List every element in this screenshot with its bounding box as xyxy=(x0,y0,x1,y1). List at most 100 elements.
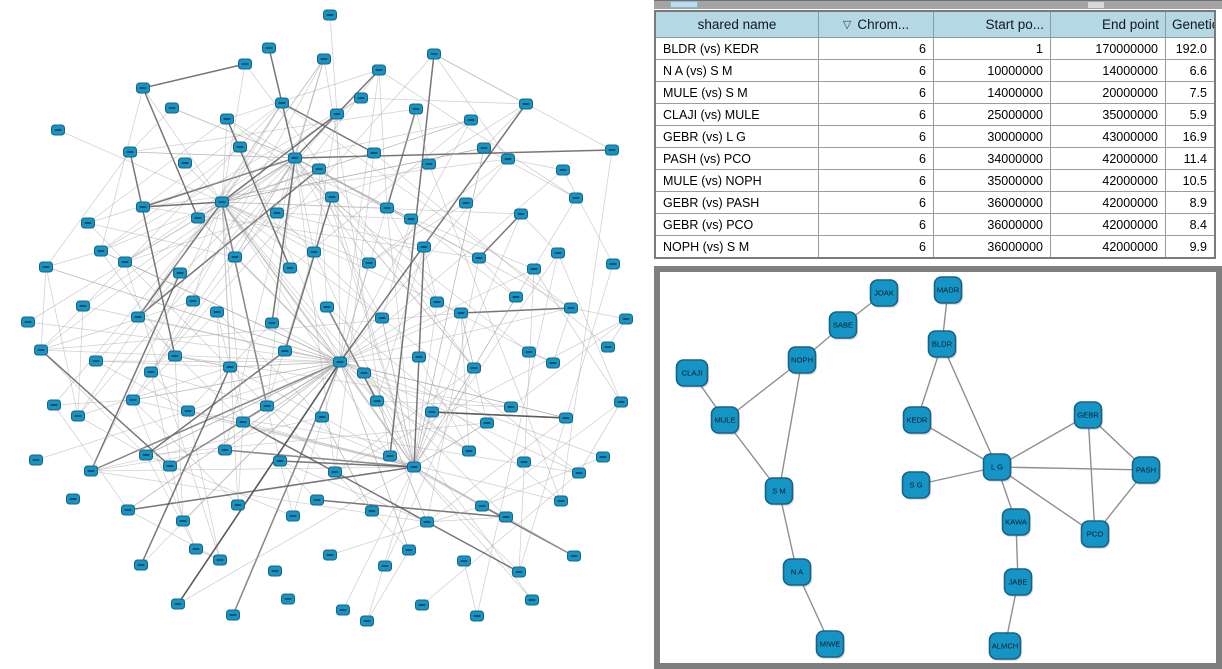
network-node[interactable] xyxy=(367,147,381,159)
network-node[interactable] xyxy=(467,362,481,374)
network-node[interactable] xyxy=(191,212,205,224)
table-row[interactable]: GEBR (vs) PCO 6 36000000 42000000 8.4 xyxy=(654,213,1216,236)
network-node[interactable] xyxy=(233,141,247,153)
network-node[interactable] xyxy=(512,566,526,578)
network-node[interactable]: GEBR xyxy=(1073,401,1104,430)
network-node[interactable]: SABE xyxy=(828,311,859,340)
table-row[interactable]: GEBR (vs) L G 6 30000000 43000000 16.9 xyxy=(654,125,1216,148)
network-node[interactable] xyxy=(136,201,150,213)
network-node[interactable] xyxy=(189,543,203,555)
network-node[interactable] xyxy=(210,306,224,318)
network-node[interactable] xyxy=(501,153,515,165)
network-node[interactable] xyxy=(504,401,518,413)
network-node[interactable]: MADR xyxy=(933,276,964,305)
network-node[interactable] xyxy=(123,146,137,158)
network-node[interactable] xyxy=(268,565,282,577)
network-node[interactable] xyxy=(278,345,292,357)
network-node[interactable] xyxy=(422,158,436,170)
network-node[interactable] xyxy=(51,124,65,136)
network-node[interactable] xyxy=(325,191,339,203)
network-node[interactable]: L G xyxy=(982,453,1013,482)
network-node[interactable] xyxy=(462,445,476,457)
network-node[interactable] xyxy=(265,317,279,329)
network-node[interactable] xyxy=(315,411,329,423)
network-node[interactable]: BLDR xyxy=(927,330,958,359)
column-header-chrom[interactable]: ▽ Chrom... xyxy=(818,10,934,38)
network-node[interactable] xyxy=(464,114,478,126)
network-node[interactable] xyxy=(378,560,392,572)
network-edge[interactable] xyxy=(996,466,1096,535)
network-node[interactable] xyxy=(260,400,274,412)
network-node[interactable] xyxy=(226,609,240,621)
network-node[interactable]: KEDR xyxy=(902,406,933,435)
network-node[interactable] xyxy=(218,444,232,456)
network-node[interactable] xyxy=(596,451,610,463)
network-node[interactable]: MIWE xyxy=(815,630,846,659)
network-node[interactable] xyxy=(567,550,581,562)
network-node[interactable] xyxy=(144,366,158,378)
network-node[interactable] xyxy=(134,559,148,571)
network-node[interactable] xyxy=(171,598,185,610)
network-node[interactable] xyxy=(517,456,531,468)
network-node[interactable] xyxy=(178,157,192,169)
network-node[interactable] xyxy=(288,152,302,164)
network-node[interactable]: PCO xyxy=(1080,520,1111,549)
network-node[interactable] xyxy=(213,554,227,566)
network-node[interactable] xyxy=(84,465,98,477)
network-node[interactable] xyxy=(605,144,619,156)
network-node[interactable] xyxy=(320,301,334,313)
network-node[interactable] xyxy=(323,549,337,561)
network-node[interactable] xyxy=(415,599,429,611)
network-node[interactable] xyxy=(569,192,583,204)
network-node[interactable] xyxy=(370,395,384,407)
subnetwork-canvas[interactable]: JOAK MADR SABE BLDR NOPH CLAJI MULE KEDR GEBR L G… xyxy=(660,272,1216,663)
network-node[interactable] xyxy=(34,344,48,356)
table-tab-remnant[interactable] xyxy=(670,1,698,8)
network-node[interactable] xyxy=(420,516,434,528)
network-node[interactable]: ALMCH xyxy=(988,632,1023,661)
network-node[interactable] xyxy=(118,256,132,268)
network-node[interactable] xyxy=(262,42,276,54)
network-node[interactable] xyxy=(21,316,35,328)
network-node[interactable] xyxy=(601,341,615,353)
network-node[interactable] xyxy=(559,412,573,424)
network-node[interactable] xyxy=(220,113,234,125)
network-node[interactable] xyxy=(459,197,473,209)
network-node[interactable] xyxy=(270,207,284,219)
network-node[interactable] xyxy=(551,247,565,259)
network-node[interactable] xyxy=(514,208,528,220)
network-node[interactable] xyxy=(522,346,536,358)
network-node[interactable] xyxy=(556,164,570,176)
network-node[interactable] xyxy=(409,103,423,115)
network-node[interactable]: CLAJI xyxy=(675,359,710,388)
overview-network-canvas[interactable] xyxy=(0,0,652,669)
table-row[interactable]: CLAJI (vs) MULE 6 25000000 35000000 5.9 xyxy=(654,103,1216,126)
network-node[interactable] xyxy=(94,245,108,257)
network-node[interactable] xyxy=(480,417,494,429)
network-edge[interactable] xyxy=(1087,414,1096,535)
network-node[interactable] xyxy=(281,593,295,605)
network-node[interactable] xyxy=(139,449,153,461)
table-row[interactable]: N A (vs) S M 6 10000000 14000000 6.6 xyxy=(654,59,1216,82)
table-row[interactable]: GEBR (vs) PASH 6 36000000 42000000 8.9 xyxy=(654,191,1216,214)
network-node[interactable] xyxy=(39,261,53,273)
network-node[interactable] xyxy=(614,396,628,408)
network-node[interactable] xyxy=(275,97,289,109)
network-node[interactable] xyxy=(380,202,394,214)
network-node[interactable] xyxy=(519,98,533,110)
network-node[interactable] xyxy=(273,455,287,467)
network-node[interactable] xyxy=(136,82,150,94)
column-header-sharedname[interactable]: shared name xyxy=(654,10,819,38)
network-node[interactable] xyxy=(165,102,179,114)
column-header-startpo[interactable]: Start po... xyxy=(933,10,1051,38)
table-row[interactable]: NOPH (vs) S M 6 36000000 42000000 9.9 xyxy=(654,235,1216,259)
network-node[interactable] xyxy=(126,394,140,406)
network-node[interactable] xyxy=(215,196,229,208)
network-node[interactable] xyxy=(425,406,439,418)
network-node[interactable]: PASH xyxy=(1131,456,1162,485)
network-node[interactable] xyxy=(181,405,195,417)
network-node[interactable] xyxy=(360,615,374,627)
network-node[interactable] xyxy=(509,291,523,303)
network-node[interactable] xyxy=(333,356,347,368)
table-row[interactable]: MULE (vs) S M 6 14000000 20000000 7.5 xyxy=(654,81,1216,104)
